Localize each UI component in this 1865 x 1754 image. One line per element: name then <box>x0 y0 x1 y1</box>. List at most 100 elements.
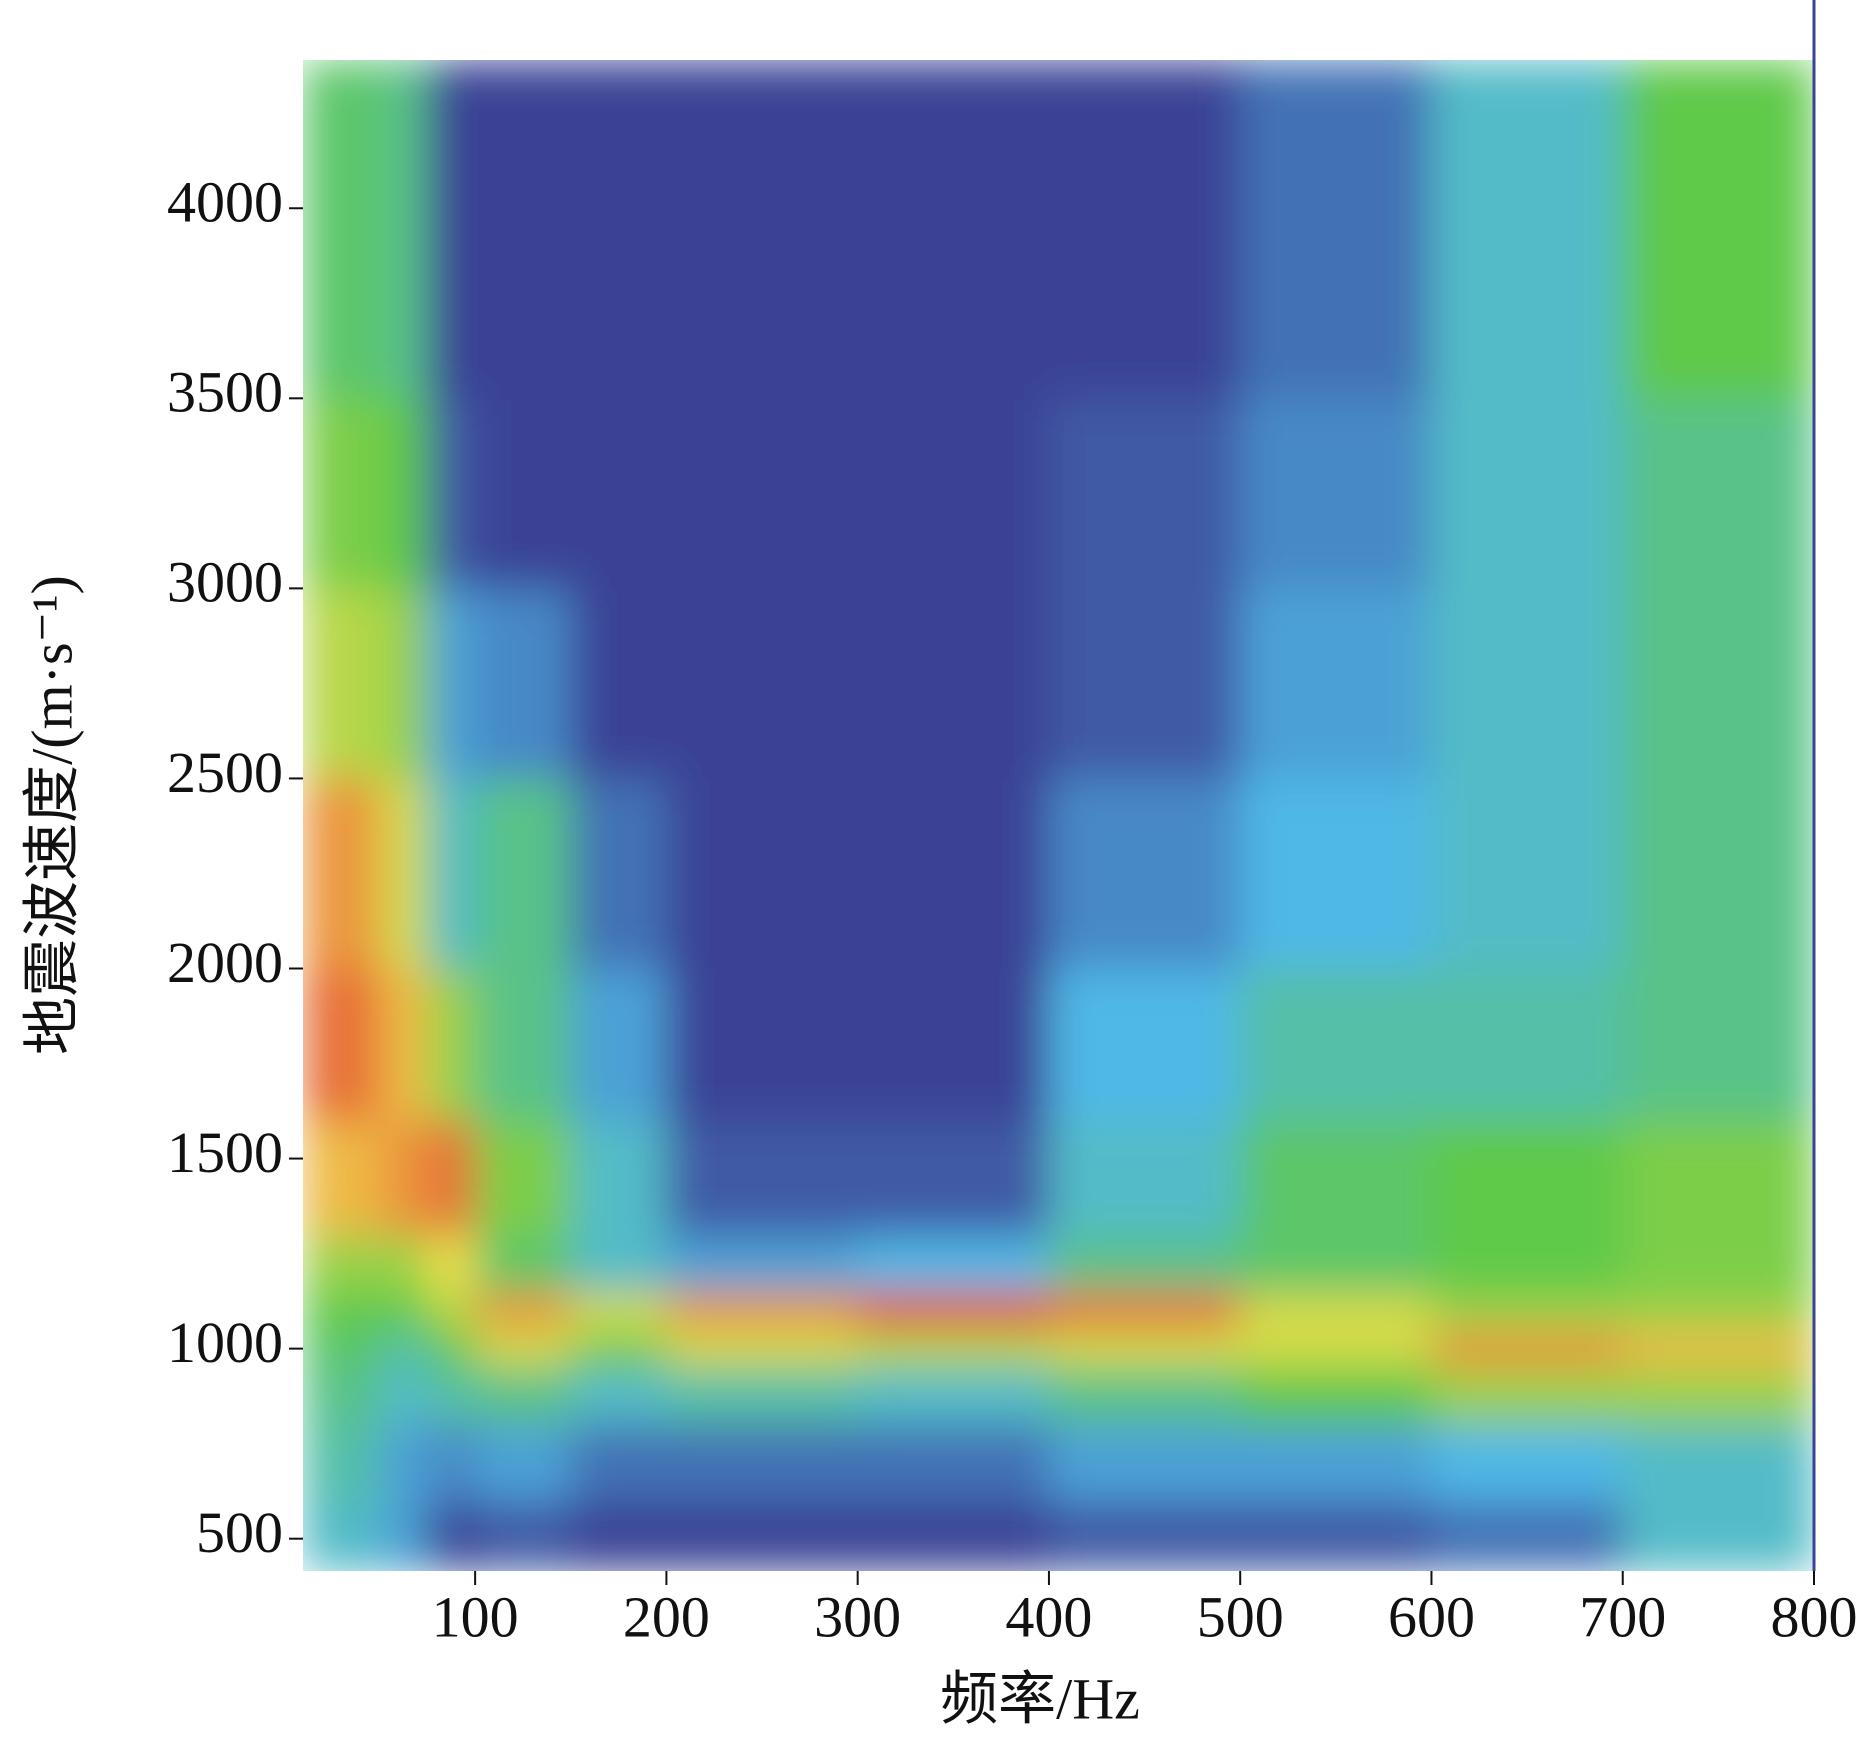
heat-cell <box>1240 1120 1432 1236</box>
heat-cell <box>570 778 667 970</box>
heat-cell <box>857 1291 1050 1331</box>
heat-cell <box>379 398 428 589</box>
heat-cell <box>1048 1291 1241 1331</box>
heat-cell <box>303 588 381 779</box>
heat-cell <box>1240 1329 1432 1369</box>
heat-cell <box>303 1329 381 1369</box>
heat-cell <box>1048 1424 1241 1502</box>
x-tick-label: 400 <box>1005 1584 1092 1649</box>
heat-cell <box>303 778 381 970</box>
heat-cell <box>570 1500 667 1571</box>
heat-cell <box>379 1500 428 1571</box>
x-tick-label: 600 <box>1388 1584 1475 1649</box>
heat-cell <box>475 60 572 399</box>
heat-cell <box>303 1500 381 1571</box>
heat-cell <box>379 1120 428 1236</box>
heat-cell <box>379 1234 428 1293</box>
y-axis-title: 地震波速度/(m·s⁻¹) <box>19 575 84 1055</box>
heat-cell <box>427 588 476 779</box>
heat-cell <box>427 398 476 589</box>
heat-cell <box>303 1424 381 1502</box>
heat-cell <box>427 778 476 970</box>
heat-cell <box>857 968 1050 1122</box>
heat-cell <box>475 588 572 779</box>
heat-cell <box>857 60 1050 399</box>
heat-cell <box>1622 1500 1814 1571</box>
heat-cell <box>570 398 667 589</box>
heat-cell <box>1240 1234 1432 1293</box>
heat-cell <box>427 1291 476 1331</box>
heat-cell <box>303 968 381 1122</box>
heat-cell <box>427 1329 476 1369</box>
heat-cell <box>427 1424 476 1502</box>
heat-cell <box>1431 1329 1624 1369</box>
heat-cell <box>570 1234 667 1293</box>
x-tick-label: 500 <box>1197 1584 1284 1649</box>
heat-cell <box>379 1424 428 1502</box>
heat-cell <box>427 60 476 399</box>
heat-cell <box>1048 1234 1241 1293</box>
x-tick-label: 100 <box>432 1584 519 1649</box>
heat-cell <box>379 1291 428 1331</box>
x-tick-label: 300 <box>814 1584 901 1649</box>
heat-cell <box>857 1234 1050 1293</box>
heat-cell <box>1622 778 1814 970</box>
y-tick-label: 500 <box>196 1500 283 1565</box>
heat-cell <box>1240 1424 1432 1502</box>
heat-cell <box>475 1120 572 1236</box>
heat-cell <box>1431 1234 1624 1293</box>
heat-cell <box>303 398 381 589</box>
x-axis-title: 频率/Hz <box>940 1666 1140 1731</box>
heat-cell <box>1048 398 1241 589</box>
heat-cell <box>666 1291 859 1331</box>
heat-cell <box>1240 1291 1432 1331</box>
heat-cell <box>379 778 428 970</box>
heat-cell <box>666 778 859 970</box>
heat-cell <box>1431 778 1624 970</box>
heat-cell <box>475 1424 572 1502</box>
heat-cell <box>570 1329 667 1369</box>
heat-cell <box>475 398 572 589</box>
heat-cell <box>475 1500 572 1571</box>
heat-cell <box>379 1367 428 1426</box>
heat-cell <box>570 1291 667 1331</box>
heat-cell <box>1622 398 1814 589</box>
heat-cell <box>1622 1291 1814 1331</box>
heat-cell <box>666 1367 859 1426</box>
heat-cell <box>1622 1120 1814 1236</box>
heat-cell <box>303 60 381 399</box>
heat-cell <box>303 1291 381 1331</box>
heat-cell <box>1048 1120 1241 1236</box>
heat-cell <box>1622 1367 1814 1426</box>
heat-cell <box>475 778 572 970</box>
heat-cell <box>1240 1367 1432 1426</box>
heat-cell <box>303 1367 381 1426</box>
heat-cell <box>857 1329 1050 1369</box>
heat-cell <box>379 1329 428 1369</box>
heat-cell <box>427 1234 476 1293</box>
heat-cell <box>475 1367 572 1426</box>
y-tick-label: 1000 <box>167 1310 283 1375</box>
heat-cell <box>1048 778 1241 970</box>
heat-cell <box>857 398 1050 589</box>
heat-cell <box>1240 398 1432 589</box>
heat-cell <box>857 1424 1050 1502</box>
x-tick-label: 800 <box>1771 1584 1858 1649</box>
heat-cell <box>1431 968 1624 1122</box>
heat-cell <box>1431 588 1624 779</box>
heat-cell <box>1240 1500 1432 1571</box>
heat-cell <box>1622 60 1814 399</box>
heat-cell <box>857 1120 1050 1236</box>
heat-cell <box>1240 778 1432 970</box>
heat-cell <box>427 1500 476 1571</box>
heat-cell <box>1240 968 1432 1122</box>
y-tick-label: 3000 <box>167 550 283 615</box>
heat-cell <box>857 588 1050 779</box>
heat-cell <box>1431 1500 1624 1571</box>
heat-cell <box>666 1424 859 1502</box>
heat-cell <box>1048 60 1241 399</box>
heat-cell <box>857 778 1050 970</box>
heat-cell <box>1240 588 1432 779</box>
y-tick-label: 2500 <box>167 740 283 805</box>
